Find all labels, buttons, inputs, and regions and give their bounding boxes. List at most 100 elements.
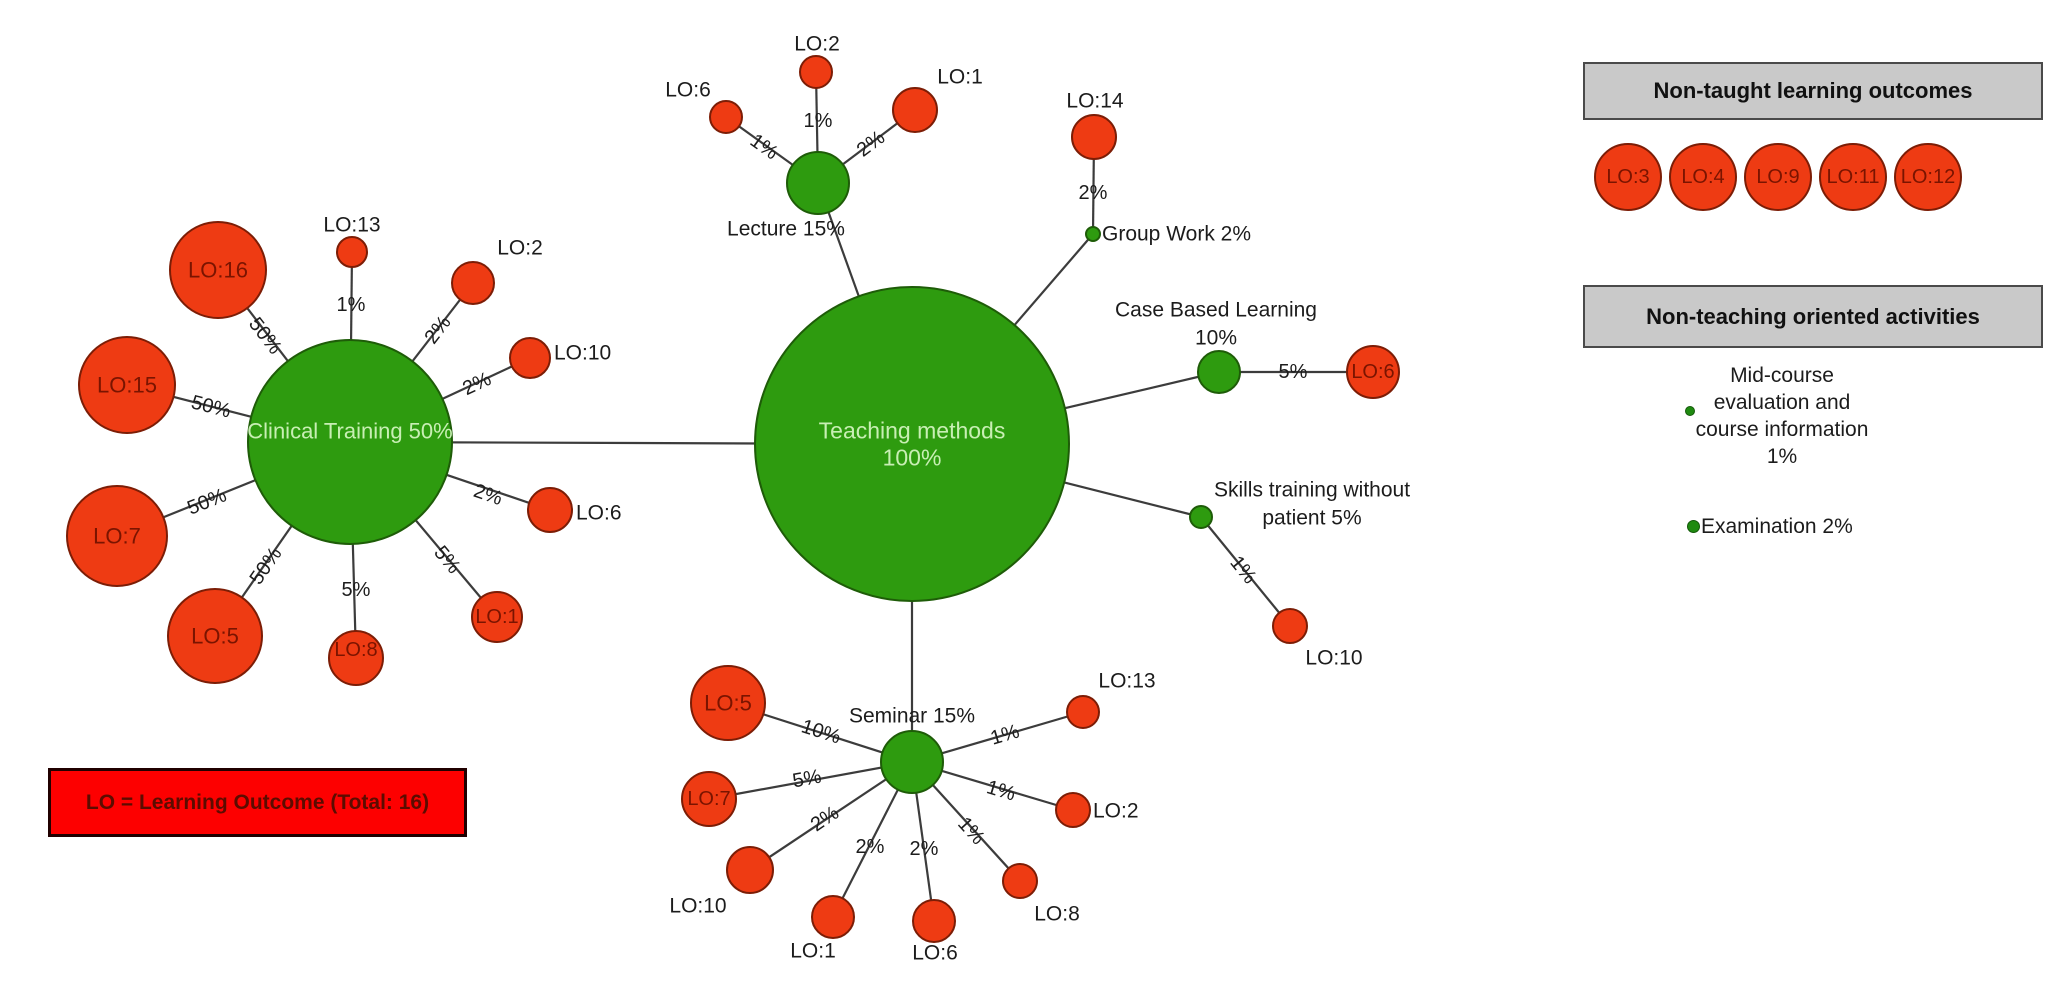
edge-percent-label: 5% [1279,361,1308,383]
edge-percent-label: 50% [184,484,230,519]
node-label-case-based-learning-lo-6: LO:6 [1351,361,1394,383]
edge-percent-label: 5% [791,766,824,793]
edge-line [1200,516,1291,627]
node-group-work-lo-14 [1071,114,1117,160]
node-lecture [786,151,850,215]
node-clinical-training-lo-16 [169,221,267,319]
edge-percent-label: 1% [953,813,989,849]
lo-abbreviation-note: LO = Learning Outcome (Total: 16) [48,768,467,837]
non-taught-lo-circle: LO:12 [1894,143,1962,211]
legend-non-taught-header: Non-taught learning outcomes [1583,62,2043,120]
node-label-clinical-training-lo-15: LO:15 [97,373,157,398]
node-label-seminar-lo-1: LO:1 [790,940,836,963]
node-seminar-lo-7 [681,771,737,827]
node-label-case-based-learning: 10% [1195,327,1237,350]
node-label-seminar-lo-8: LO:8 [1034,903,1080,926]
mid-course-label: Mid-course evaluation and course informa… [1662,362,1902,470]
node-label-clinical-training: Clinical Training 50% [247,419,452,444]
mid-course-line: Mid-course [1730,364,1834,387]
node-label-skills-training-without-patient: patient 5% [1262,507,1361,530]
non-taught-lo-circle: LO:9 [1744,143,1812,211]
node-clinical-training-lo-1 [471,591,523,643]
mid-course-line: evaluation and [1713,391,1851,414]
node-label-case-based-learning: Case Based Learning [1115,299,1317,322]
node-seminar-lo-6 [912,899,956,943]
mid-course-dot-icon [1685,406,1695,416]
node-skills-training-without-patient-lo-10 [1272,608,1308,644]
node-clinical-training-lo-13 [336,236,368,268]
node-clinical-training-lo-7 [66,485,168,587]
node-label-lecture-lo-1: LO:1 [937,66,983,89]
node-clinical-training-lo-2 [451,261,495,305]
edge-percent-label: 2% [459,368,495,400]
node-seminar [880,730,944,794]
node-label-clinical-training-lo-10: LO:10 [554,342,611,365]
node-label-group-work: Group Work 2% [1102,223,1251,246]
node-seminar-lo-2 [1055,792,1091,828]
node-label-clinical-training-lo-1: LO:1 [475,606,518,628]
node-clinical-training-lo-5 [167,588,263,684]
node-lecture-lo-1 [892,87,938,133]
edge-percent-label: 2% [853,126,889,161]
node-case-based-learning [1197,350,1241,394]
edge-percent-label: 1% [337,294,366,316]
node-group-work [1085,226,1101,242]
examination-dot-icon [1687,520,1700,533]
node-label-seminar: Seminar 15% [849,705,975,728]
edge-percent-label: 1% [988,720,1022,749]
edge-percent-label: 50% [189,391,233,422]
non-taught-lo-row: LO:3 LO:4 LO:9 LO:11 LO:12 [1594,143,1962,211]
node-label-skills-training-without-patient-lo-10: LO:10 [1305,647,1362,670]
node-clinical-training-lo-15 [78,336,176,434]
legend-non-teaching-header: Non-teaching oriented activities [1583,285,2043,348]
node-clinical-training-lo-6 [527,487,573,533]
node-label-clinical-training-lo-7: LO:7 [93,524,141,549]
node-clinical-training [247,339,453,545]
node-teaching-methods [754,286,1070,602]
node-label-seminar-lo-2: LO:2 [1093,800,1139,823]
non-taught-lo-circle: LO:3 [1594,143,1662,211]
edge-percent-label: 2% [471,480,506,510]
node-label-seminar-lo-7: LO:7 [687,788,730,810]
node-label-lecture-lo-6: LO:6 [665,79,711,102]
node-clinical-training-lo-10 [509,337,551,379]
edge-percent-label: 2% [910,838,939,860]
node-seminar-lo-10 [726,846,774,894]
node-skills-training-without-patient [1189,505,1213,529]
node-label-lecture-lo-2: LO:2 [794,33,840,56]
node-label-clinical-training-lo-8: LO:8 [334,639,377,661]
node-label-clinical-training-lo-13: LO:13 [323,214,380,237]
node-label-seminar-lo-13: LO:13 [1098,670,1155,693]
node-label-clinical-training-lo-6: LO:6 [576,502,622,525]
node-label-seminar-lo-6: LO:6 [912,942,958,965]
node-seminar-lo-8 [1002,863,1038,899]
node-label-clinical-training-lo-2: LO:2 [497,237,543,260]
node-case-based-learning-lo-6 [1346,345,1400,399]
node-clinical-training-lo-8 [328,630,384,686]
node-label-clinical-training-lo-5: LO:5 [191,624,239,649]
lo-abbreviation-text: LO = Learning Outcome (Total: 16) [85,790,430,814]
node-label-teaching-methods: Teaching methods [819,418,1006,444]
non-taught-lo-circle: LO:4 [1669,143,1737,211]
edge-percent-label: 5% [342,579,371,601]
edge-percent-label: 2% [856,836,885,858]
non-taught-lo-circle: LO:11 [1819,143,1887,211]
node-label-lecture: Lecture 15% [727,218,845,241]
legend-non-taught-title: Non-taught learning outcomes [1653,78,1973,103]
mid-course-line: 1% [1766,445,1798,468]
node-lecture-lo-6 [709,100,743,134]
node-lecture-lo-2 [799,55,833,89]
node-seminar-lo-5 [690,665,766,741]
node-seminar-lo-1 [811,895,855,939]
legend-non-teaching-title: Non-teaching oriented activities [1646,303,1980,329]
edge-percent-label: 1% [984,776,1018,805]
examination-label: Examination 2% [1701,515,1853,538]
edge-percent-label: 2% [807,802,843,836]
mid-course-line: course information [1695,418,1869,441]
edge-line [708,760,913,801]
node-label-group-work-lo-14: LO:14 [1066,90,1124,113]
node-label-seminar-lo-5: LO:5 [704,691,752,716]
node-label-skills-training-without-patient: Skills training without [1214,479,1410,502]
